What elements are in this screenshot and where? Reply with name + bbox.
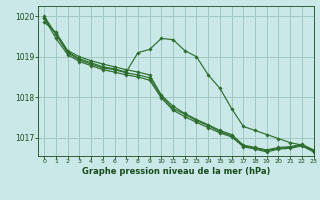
X-axis label: Graphe pression niveau de la mer (hPa): Graphe pression niveau de la mer (hPa) [82, 167, 270, 176]
